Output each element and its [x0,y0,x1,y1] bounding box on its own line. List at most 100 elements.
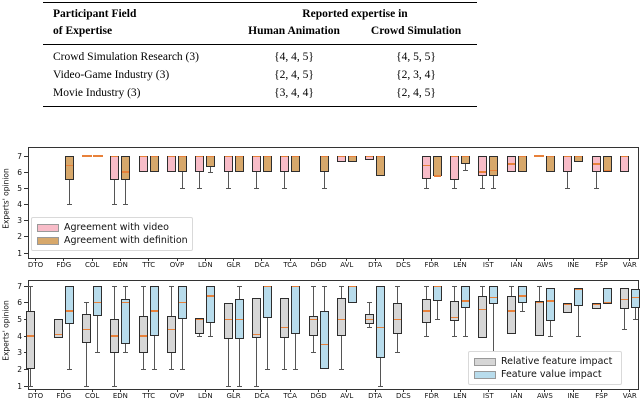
box-LDN-series1 [195,156,205,173]
table-mid-rule [43,44,477,45]
whisker-cap-bottom-LDN-series2 [208,335,214,337]
x-tick-label-DCS: DCS [396,392,411,400]
x-tick-label-EDN: EDN [112,392,128,400]
median-GLR-series2 [235,318,243,321]
table-top-rule [43,2,477,3]
box-IAN-series2 [517,286,527,303]
whisker-cap-bottom-FDR-series1 [423,335,429,337]
box-OVP-series2 [178,156,187,173]
x-tick-DCS [402,389,404,392]
median-EDN-series1 [111,155,119,158]
x-tick-DTO [35,389,36,392]
whisker-cap-top-AVL-series1 [338,285,344,287]
whisker-cap-top-DGD-series1 [310,285,316,287]
x-tick-IAN [516,389,518,392]
whisker-cap-bottom-INE-series1 [565,187,571,189]
y-tick-2 [24,236,28,238]
box-GLR-series1 [223,302,233,340]
box-COL-series1 [82,314,92,343]
y-tick-4 [24,204,28,205]
whisker-bottom-GLR-series2 [238,339,240,387]
median-LDN-series1 [196,155,204,158]
whisker-top-IST-series1 [482,286,484,296]
feature-impact-legend: Relative feature impact Feature value im… [468,351,622,385]
agreement-legend: Agreement with video Agreement with defi… [31,217,193,251]
box-FDG-series2 [64,156,74,181]
whisker-cap-bottom-DCA-series2 [264,368,270,370]
whisker-cap-top-IST-series1 [480,285,486,287]
whisker-bottom-LDN-series1 [199,334,201,336]
median-TTC-series1 [139,155,147,158]
whisker-cap-top-EDN-series1 [112,285,118,287]
median-EDN-series2 [122,171,130,173]
human-animation-cell: {2, 4, 5} [274,69,314,81]
whisker-cap-bottom-AVL-series1 [338,368,344,370]
median-INE-series2 [575,155,583,158]
whisker-bottom-FDR-series1 [425,322,427,336]
box-INE-series1 [563,156,573,173]
box-TCA-series2 [291,286,301,335]
median-FSP-series1 [592,163,600,165]
table-bottom-rule [43,106,477,107]
whisker-cap-bottom-IST-series2 [491,187,497,189]
span-header: Reported expertise in [302,8,408,20]
x-tick-label-COL: COL [84,392,100,400]
whisker-bottom-IST-series2 [493,304,495,353]
median-COL-series2 [94,301,102,304]
x-tick-label-LDN: LDN [198,261,213,269]
whisker-top-EDN-series2 [125,286,127,300]
whisker-cap-top-AWS-series1 [536,285,542,287]
y-tick-label-3: 3 [17,348,22,358]
median-IST-series1 [479,308,487,311]
x-tick-label-FSP: FSP [595,392,608,400]
box-FDG-series1 [53,319,63,338]
whisker-cap-bottom-IAN-series2 [519,310,525,312]
median-FSP-series1 [592,303,600,306]
x-tick-label-DTO: DTO [27,392,44,400]
whisker-bottom-AVL-series1 [340,336,342,370]
box-INE-series2 [574,287,584,306]
x-tick-label-DCS: DCS [396,261,411,269]
median-DTA-series1 [366,318,374,321]
x-tick-TCA [289,389,291,392]
median-FDR-series1 [422,310,430,312]
whisker-bottom-FDR-series2 [436,301,438,320]
x-tick-TTC [148,258,150,261]
x-tick-AVL [346,258,348,261]
median-IAN-series2 [518,155,526,158]
x-tick-label-AVL: AVL [340,392,354,400]
box-DTA-series2 [376,156,386,177]
box-FSP-series2 [602,156,612,173]
whisker-top-DTO-series1 [29,286,31,311]
median-DGD-series2 [320,343,328,346]
whisker-cap-bottom-OVP-series2 [180,187,185,189]
median-DCA-series2 [263,285,271,288]
x-tick-label-OVP: OVP [169,392,185,400]
median-INE-series1 [564,303,572,306]
whisker-cap-bottom-VAR-series1 [621,328,627,330]
x-tick-label-IST: IST [482,392,494,400]
whisker-bottom-LEN-series2 [465,307,466,336]
box-IST-series1 [478,156,488,177]
whisker-cap-bottom-LEN-series2 [463,170,468,172]
x-tick-label-EDN: EDN [112,261,128,269]
x-tick-label-FDG: FDG [56,392,72,400]
box-VAR-series1 [619,287,629,310]
whisker-cap-bottom-DCS-series1 [395,352,401,354]
median-DTO-series1 [26,335,34,337]
x-tick-INE [572,258,574,261]
whisker-cap-bottom-EDN-series2 [123,352,129,354]
x-tick-DCS [402,258,404,261]
whisker-cap-bottom-LEN-series1 [452,187,457,189]
box-EDN-series1 [110,156,120,181]
legend-label-relative-impact: Relative feature impact [501,356,613,367]
whisker-cap-top-DCS-series1 [395,285,401,287]
median-TCA-series2 [292,155,300,158]
x-tick-label-TCA: TCA [283,392,297,400]
whisker-bottom-DTA-series2 [380,357,382,386]
x-tick-OVP [176,389,178,392]
box-DCS-series1 [393,302,403,335]
median-DCA-series2 [263,155,271,158]
whisker-cap-bottom-TCA-series1 [282,187,288,189]
whisker-bottom-DCS-series1 [397,334,399,353]
